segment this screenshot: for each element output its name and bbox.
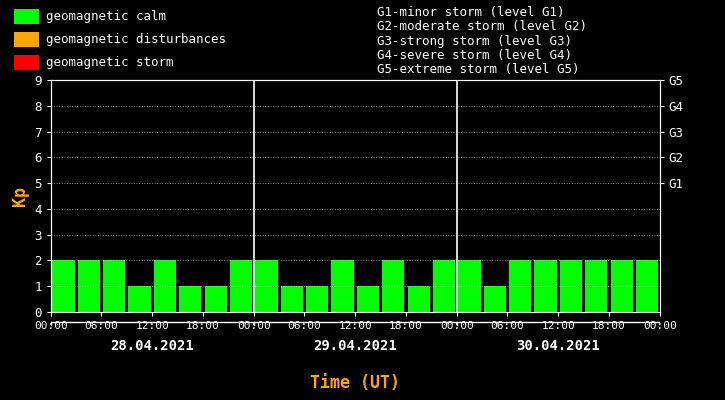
- Bar: [154, 260, 176, 312]
- Text: Time (UT): Time (UT): [310, 374, 400, 392]
- Bar: [78, 260, 100, 312]
- Bar: [585, 260, 608, 312]
- Bar: [382, 260, 405, 312]
- Bar: [179, 286, 202, 312]
- Y-axis label: Kp: Kp: [11, 186, 29, 206]
- Bar: [230, 260, 252, 312]
- Text: geomagnetic storm: geomagnetic storm: [46, 56, 174, 69]
- Text: geomagnetic calm: geomagnetic calm: [46, 10, 166, 23]
- Text: G4-severe storm (level G4): G4-severe storm (level G4): [377, 49, 572, 62]
- Bar: [636, 260, 658, 312]
- Text: 29.04.2021: 29.04.2021: [313, 339, 397, 353]
- Bar: [306, 286, 328, 312]
- Bar: [128, 286, 151, 312]
- Bar: [357, 286, 379, 312]
- Bar: [14, 55, 39, 70]
- Bar: [484, 286, 506, 312]
- Text: G2-moderate storm (level G2): G2-moderate storm (level G2): [377, 20, 587, 33]
- Text: G1-minor storm (level G1): G1-minor storm (level G1): [377, 6, 564, 19]
- Bar: [433, 260, 455, 312]
- Bar: [281, 286, 303, 312]
- Bar: [560, 260, 582, 312]
- Text: geomagnetic disturbances: geomagnetic disturbances: [46, 33, 226, 46]
- Bar: [407, 286, 430, 312]
- Bar: [509, 260, 531, 312]
- Bar: [610, 260, 633, 312]
- Bar: [458, 260, 481, 312]
- Bar: [14, 9, 39, 24]
- Text: 28.04.2021: 28.04.2021: [110, 339, 194, 353]
- Bar: [52, 260, 75, 312]
- Bar: [14, 32, 39, 47]
- Bar: [534, 260, 557, 312]
- Text: G3-strong storm (level G3): G3-strong storm (level G3): [377, 35, 572, 48]
- Bar: [331, 260, 354, 312]
- Bar: [255, 260, 278, 312]
- Bar: [204, 286, 227, 312]
- Text: G5-extreme storm (level G5): G5-extreme storm (level G5): [377, 63, 579, 76]
- Text: 30.04.2021: 30.04.2021: [516, 339, 600, 353]
- Bar: [103, 260, 125, 312]
